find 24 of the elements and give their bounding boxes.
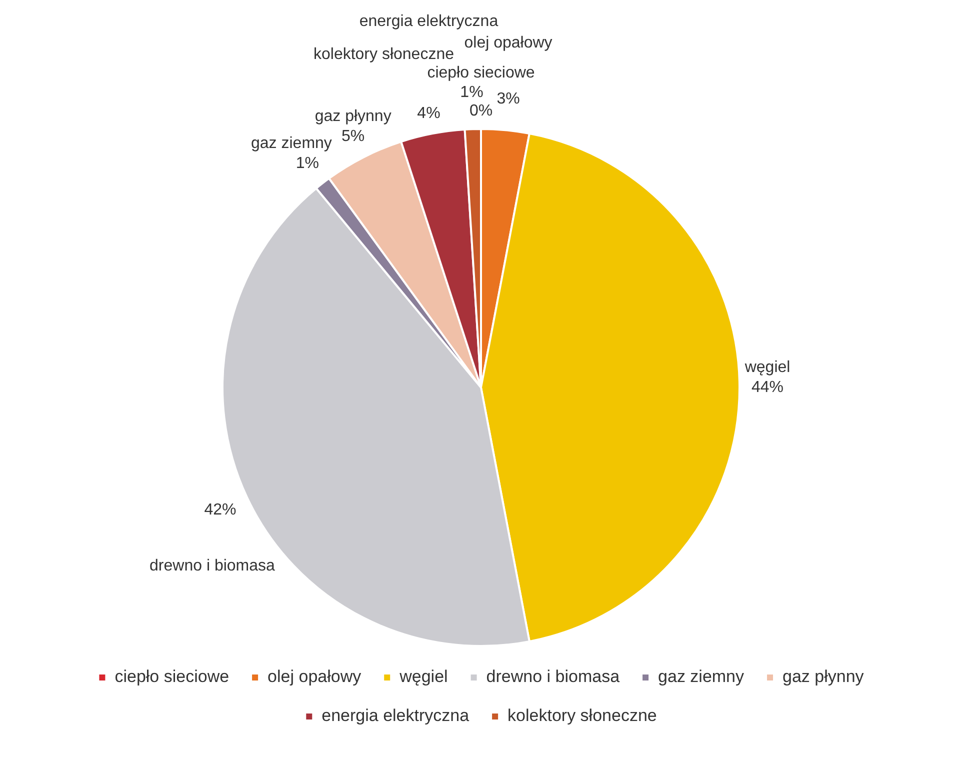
data-label: 5% xyxy=(342,128,365,145)
text: 0% xyxy=(469,102,493,120)
legend-label: węgiel xyxy=(398,667,448,686)
data-label: 44% xyxy=(751,378,784,396)
legend-label: gaz płynny xyxy=(782,667,864,686)
data-label: 3% xyxy=(496,90,520,108)
legend-label: drewno i biomasa xyxy=(486,667,620,686)
category-label: ciepło sieciowe xyxy=(427,64,535,82)
legend-label: olej opałowy xyxy=(268,667,362,686)
data-label: 42% xyxy=(204,502,236,519)
legend-label: gaz ziemny xyxy=(658,667,745,686)
slice-label: drewno i biomasa xyxy=(150,558,276,575)
slice-label: gaz ziemny xyxy=(251,135,332,152)
data-label: 1% xyxy=(460,84,484,102)
category-label: energia elektryczna xyxy=(359,12,498,30)
slice-label: gaz płynny xyxy=(314,108,392,125)
category-label: olej opałowy xyxy=(464,34,552,52)
data-label: 4% xyxy=(417,104,440,122)
legend-label: ciepło sieciowe xyxy=(114,667,230,686)
legend-label: kolektory słoneczne xyxy=(508,706,657,726)
legend-label: energia elektryczna xyxy=(322,706,470,726)
slice-label: węgiel xyxy=(744,358,790,376)
category-label: kolektory słoneczne xyxy=(313,46,454,64)
data-label: 1% xyxy=(296,155,320,172)
